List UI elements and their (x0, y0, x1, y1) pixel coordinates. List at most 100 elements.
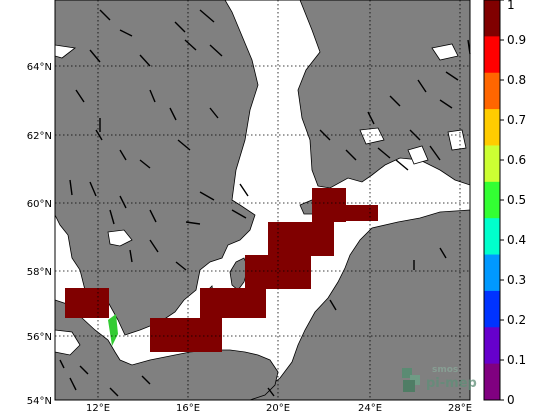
river-stroke (79, 365, 89, 375)
colorbar-swatch (484, 0, 500, 37)
finland-land (297, 0, 471, 189)
river-stroke (109, 387, 119, 397)
lat-lon-gridlines (55, 0, 470, 401)
river-stroke (199, 9, 215, 23)
river-stroke (69, 377, 77, 391)
river-stroke (174, 21, 186, 33)
colorbar-swatch (484, 290, 500, 328)
longitude-label: 20°E (266, 403, 290, 412)
colorbar-ticks: 1 0.9 0.8 0.7 0.6 0.5 0.4 0.3 0.2 0.1 0 (500, 0, 526, 407)
colorbar-tick-label: 0.7 (507, 113, 526, 127)
river-stroke (199, 191, 215, 201)
colorbar-tick-label: 0.8 (507, 73, 526, 87)
value-cell (312, 188, 346, 222)
river-stroke (139, 159, 151, 169)
river-stroke (439, 99, 453, 109)
river-stroke (329, 299, 337, 311)
finland-lake-2 (407, 145, 429, 165)
river-stroke (141, 375, 151, 385)
river-stroke (69, 179, 73, 196)
river-stroke (89, 181, 97, 197)
value-cell (268, 222, 334, 256)
river-stroke (149, 89, 156, 103)
watermark-line-1: smos (432, 365, 458, 375)
river-stroke (389, 95, 401, 107)
river-stroke (445, 71, 459, 81)
latitude-labels: 64°N 62°N 60°N 58°N 56°N 54°N (27, 62, 52, 407)
finland-lake-4 (431, 43, 459, 61)
gotland-island (229, 257, 249, 291)
map-border (54, 0, 471, 401)
river-stroke (231, 209, 247, 219)
land-masses (54, 0, 471, 401)
latitude-label: 56°N (27, 332, 52, 343)
value-cell (200, 288, 266, 318)
river-stroke (149, 239, 159, 253)
watermark-logo-icon (402, 368, 420, 392)
latitude-label: 60°N (27, 199, 52, 210)
river-stroke (149, 209, 157, 223)
colorbar-tick-label: 0 (507, 393, 515, 407)
river-stroke (209, 107, 219, 119)
watermark-line-2: pi-mep (426, 376, 477, 391)
longitude-label: 28°E (448, 403, 472, 412)
colorbar-tick-label: 1 (507, 0, 515, 12)
finland-lake-1 (359, 127, 385, 145)
colorbar-tick-label: 0.3 (507, 273, 526, 287)
river-stroke (439, 247, 447, 259)
river-stroke (99, 9, 111, 21)
river-stroke (59, 359, 65, 369)
colorbar-tick-label: 0.6 (507, 153, 526, 167)
latitude-label: 58°N (27, 267, 52, 278)
river-stroke (184, 39, 197, 51)
value-cell (65, 288, 109, 318)
river-stroke (139, 54, 151, 67)
colorbar-swatch (484, 181, 500, 219)
river-stroke (429, 145, 441, 161)
colorbar-swatch (484, 254, 500, 292)
river-stroke (169, 107, 177, 121)
river-stroke (129, 249, 133, 263)
longitude-labels: 12°E 16°E 20°E 24°E 28°E (86, 403, 472, 412)
river-stroke (367, 111, 375, 125)
river-stroke (209, 44, 223, 57)
river-stroke (109, 209, 115, 225)
colorbar-swatch (484, 109, 500, 146)
value-cells (65, 188, 378, 352)
river-stroke (267, 387, 275, 397)
river-stroke (119, 195, 127, 209)
longitude-label: 16°E (176, 403, 200, 412)
latitude-label: 54°N (27, 396, 52, 407)
river-stroke (377, 147, 391, 159)
colorbar-tick-label: 0.2 (507, 313, 526, 327)
colorbar-swatch (484, 36, 500, 74)
river-stroke (75, 89, 85, 103)
river-stroke (119, 29, 133, 37)
colorbar-swatches (484, 0, 500, 401)
river-stroke (175, 261, 187, 271)
lake-vanern (107, 229, 133, 247)
latitude-label: 62°N (27, 131, 52, 142)
river-stroke (185, 221, 201, 225)
value-cell (150, 318, 222, 352)
colorbar: 1 0.9 0.8 0.7 0.6 0.5 0.4 0.3 0.2 0.1 0 (483, 0, 526, 407)
longitude-label: 24°E (358, 403, 382, 412)
colorbar-swatch (484, 363, 500, 401)
colorbar-tick-label: 0.1 (507, 353, 526, 367)
colorbar-swatch (484, 218, 500, 256)
latitude-label: 64°N (27, 62, 52, 73)
river-stroke (119, 149, 127, 161)
colorbar-swatch (484, 327, 500, 365)
smos-pimep-watermark: smos pi-mep (402, 365, 477, 392)
map-area (54, 0, 471, 401)
river-stroke (395, 159, 409, 171)
scandinavia-land (54, 0, 259, 336)
colorbar-tick-label: 0.9 (507, 33, 526, 47)
green-value-patch (108, 314, 118, 346)
colorbar-swatch (484, 145, 500, 183)
river-stroke (417, 79, 427, 93)
river-stroke (239, 183, 249, 197)
colorbar-swatch (484, 72, 500, 110)
river-stroke (345, 149, 357, 161)
